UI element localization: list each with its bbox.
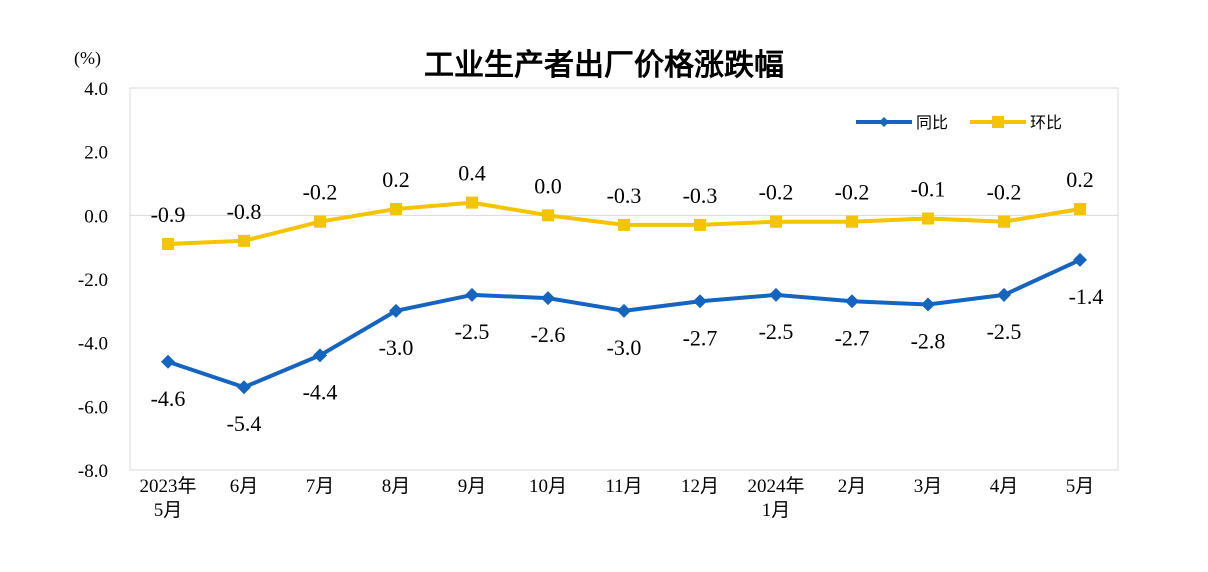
data-point [845, 294, 859, 309]
data-label: -2.6 [531, 322, 566, 347]
legend-label: 同比 [916, 113, 948, 132]
data-label: -0.8 [227, 199, 262, 224]
data-point [694, 218, 706, 231]
data-point [541, 291, 555, 306]
data-point [389, 303, 403, 318]
data-point [770, 215, 782, 228]
x-tick-label: 2024年 [747, 475, 804, 497]
x-tick-label: 2023年 [139, 475, 196, 497]
data-point [618, 218, 630, 231]
legend-label: 环比 [1030, 113, 1062, 132]
data-label: -2.5 [759, 319, 794, 344]
data-label: -4.6 [151, 386, 186, 411]
data-label: -0.2 [303, 180, 338, 205]
y-tick-label: 4.0 [84, 79, 108, 100]
y-tick-label: 2.0 [84, 143, 108, 164]
y-tick-label: 0.0 [84, 206, 108, 227]
data-point [238, 234, 250, 247]
x-tick-label: 10月 [529, 476, 567, 497]
series-line-1 [167, 258, 1081, 390]
legend-marker [879, 117, 889, 127]
data-label: -5.4 [227, 411, 262, 436]
data-label: -2.5 [455, 319, 490, 344]
data-label: -3.0 [607, 335, 642, 360]
data-point [922, 212, 934, 225]
data-point [542, 209, 554, 222]
data-label: -0.2 [759, 180, 794, 205]
x-tick-label: 8月 [382, 476, 411, 497]
data-label: -0.2 [835, 180, 870, 205]
data-label: 0.2 [382, 167, 410, 192]
y-tick-label: -8.0 [78, 461, 108, 482]
data-label: -0.9 [151, 202, 186, 227]
data-label: -1.4 [1069, 284, 1104, 309]
data-point [465, 287, 479, 302]
data-label: -2.7 [835, 325, 870, 350]
data-label: -4.4 [303, 379, 338, 404]
x-tick-label: 2月 [838, 476, 867, 497]
x-tick-label: 6月 [230, 476, 259, 497]
data-label: 0.2 [1066, 167, 1094, 192]
x-tick-label: 4月 [990, 476, 1019, 497]
data-point [314, 215, 326, 228]
x-tick-label: 7月 [306, 476, 335, 497]
data-label: -3.0 [379, 335, 414, 360]
y-tick-label: -2.0 [78, 270, 108, 291]
data-label: -0.3 [683, 183, 718, 208]
y-tick-label: -6.0 [78, 397, 108, 418]
data-point [846, 215, 858, 228]
data-point [161, 354, 175, 369]
x-tick-label: 1月 [762, 500, 791, 521]
x-tick-label: 12月 [681, 476, 719, 497]
data-label: -2.7 [683, 325, 718, 350]
data-point [237, 380, 251, 395]
y-axis-unit: (%) [74, 48, 101, 68]
data-label: -0.1 [911, 177, 946, 202]
data-label: -2.8 [911, 328, 946, 353]
data-label: -2.5 [987, 319, 1022, 344]
legend-marker [992, 116, 1004, 128]
data-point [617, 303, 631, 318]
x-tick-label: 5月 [154, 500, 183, 521]
x-tick-label: 5月 [1066, 476, 1095, 497]
data-point [390, 202, 402, 215]
data-label: 0.0 [534, 173, 562, 198]
data-label: 0.4 [458, 161, 486, 186]
x-tick-label: 9月 [458, 476, 487, 497]
plot-area [129, 87, 1119, 471]
data-point [1073, 252, 1087, 267]
data-point [693, 294, 707, 309]
x-tick-label: 11月 [605, 476, 642, 497]
x-tick-label: 3月 [914, 476, 943, 497]
data-label: -0.3 [607, 183, 642, 208]
data-point [998, 215, 1010, 228]
data-point [162, 237, 174, 250]
data-point [466, 196, 478, 209]
data-point [997, 287, 1011, 302]
data-label: -0.2 [987, 180, 1022, 205]
y-tick-label: -4.0 [78, 334, 108, 355]
data-point [921, 297, 935, 312]
data-point [313, 348, 327, 363]
data-point [1074, 202, 1086, 215]
chart-title: 工业生产者出厂价格涨跌幅 [424, 48, 784, 83]
data-point [769, 287, 783, 302]
